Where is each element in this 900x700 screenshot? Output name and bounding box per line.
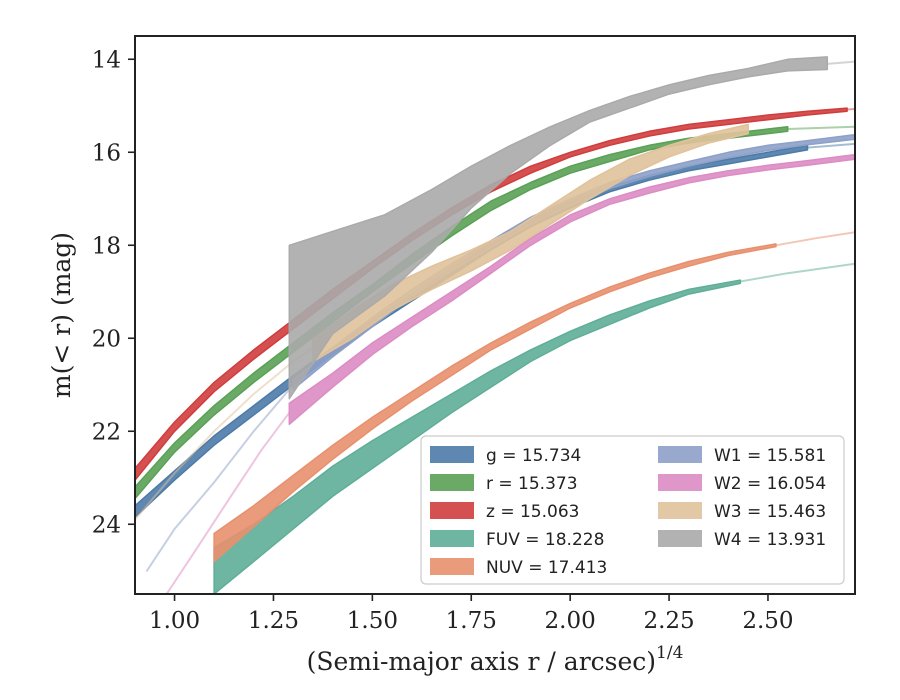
series-w4-band xyxy=(288,56,829,400)
series-layer xyxy=(135,56,855,594)
y-tick-label: 16 xyxy=(92,140,121,166)
legend-label-fuv: FUV = 18.228 xyxy=(486,530,604,550)
x-tick-label: 2.25 xyxy=(643,608,694,634)
legend-label-z: z = 15.063 xyxy=(486,502,579,522)
legend-label-w3: W3 = 15.463 xyxy=(714,502,826,522)
legend-swatch-fuv xyxy=(430,530,474,547)
x-tick-label: 2.00 xyxy=(545,608,596,634)
legend-swatch-w2 xyxy=(658,474,702,491)
series-nuv-extension-line xyxy=(774,231,855,247)
x-tick-label: 2.50 xyxy=(742,608,793,634)
series-nuv-band xyxy=(213,243,777,563)
legend-label-w2: W2 = 16.054 xyxy=(714,474,826,494)
series-w3-band xyxy=(312,123,749,363)
x-tick-label: 1.75 xyxy=(446,608,497,634)
legend-label-w4: W4 = 13.931 xyxy=(714,530,826,550)
y-tick-label: 24 xyxy=(92,512,121,538)
series-nuv xyxy=(213,231,855,563)
series-fuv-band xyxy=(213,279,742,594)
legend-swatch-nuv xyxy=(430,558,474,575)
legend-label-w1: W1 = 15.581 xyxy=(714,446,826,466)
legend: g = 15.734 r = 15.373 z = 15.063 FUV = 18.2… xyxy=(420,435,845,585)
series-w4-extension-line xyxy=(826,60,855,65)
series-w4 xyxy=(288,56,855,400)
plot-frame xyxy=(134,35,856,595)
legend-label-g: g = 15.734 xyxy=(486,446,581,466)
legend-swatch-z xyxy=(430,502,474,519)
y-tick-label: 22 xyxy=(92,419,121,445)
series-w2 xyxy=(165,153,855,594)
legend-swatch-w4 xyxy=(658,530,702,547)
y-tick-label: 14 xyxy=(92,47,121,73)
series-w1-extension-line xyxy=(145,383,295,572)
series-r-extension-line xyxy=(786,125,855,130)
legend-swatch-w1 xyxy=(658,446,702,463)
y-axis-title: m(< r) (mag) xyxy=(47,232,76,398)
x-tick-label: 1.25 xyxy=(248,608,299,634)
x-axis-title: (Semi-major axis r / arcsec)1/4 xyxy=(307,643,684,676)
legend-label-r: r = 15.373 xyxy=(486,474,578,494)
legend-swatch-r xyxy=(430,474,474,491)
series-z-extension-line xyxy=(846,108,855,111)
series-w2-extension-line xyxy=(165,411,291,594)
x-tick-label: 1.00 xyxy=(149,608,200,634)
series-g-extension-line xyxy=(806,142,855,149)
x-tick-label: 1.50 xyxy=(347,608,398,634)
legend-swatch-g xyxy=(430,446,474,463)
y-tick-label: 20 xyxy=(92,326,121,352)
y-tick-label: 18 xyxy=(92,233,121,259)
legend-label-nuv: NUV = 17.413 xyxy=(486,558,607,578)
series-fuv-extension-line xyxy=(739,262,855,283)
series-w2-band xyxy=(288,153,855,426)
legend-swatch-w3 xyxy=(658,502,702,519)
series-fuv xyxy=(213,262,855,594)
tick-layer: 1.00 1.25 1.50 1.75 2.00 2.25 2.50 14 16 18 20 22 24 xyxy=(92,47,794,634)
legend-box xyxy=(420,435,845,585)
